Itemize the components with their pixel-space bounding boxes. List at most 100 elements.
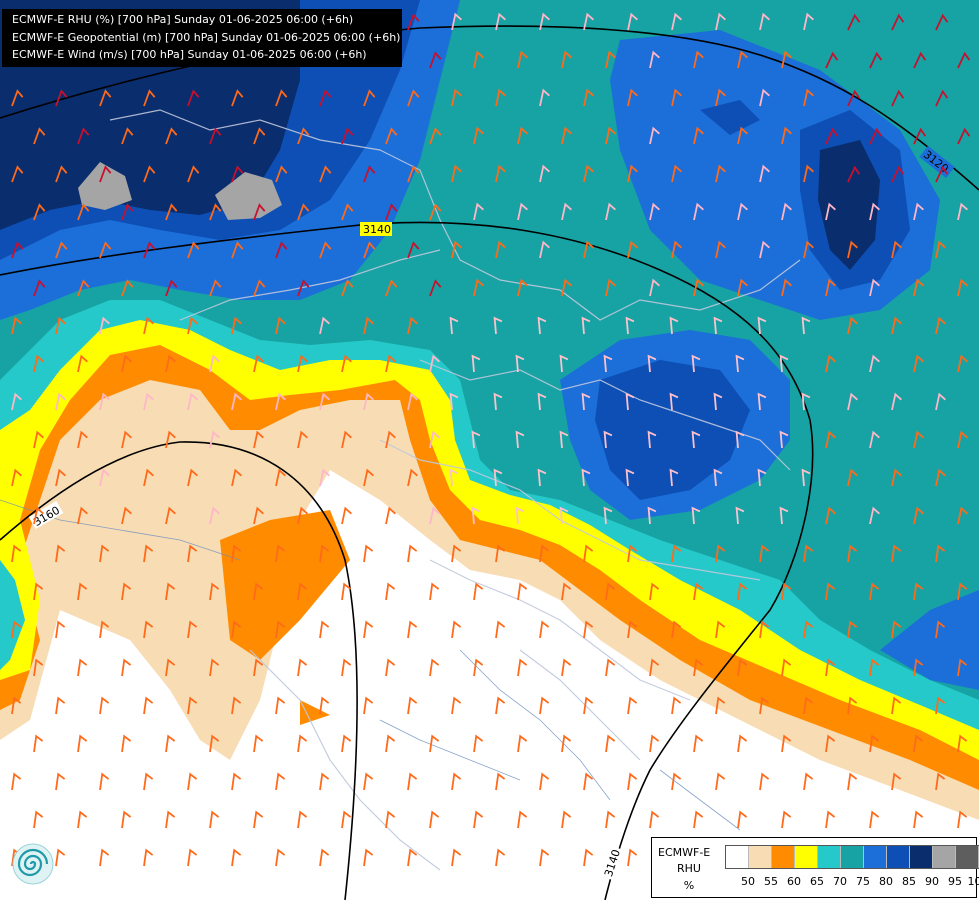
wind-barb xyxy=(297,127,310,145)
title-box: ECMWF-E RHU (%) [700 hPa] Sunday 01-06-2… xyxy=(2,9,402,67)
wind-barb xyxy=(913,202,924,221)
wind-barb xyxy=(319,241,332,259)
wind-barb xyxy=(187,848,198,867)
wind-barb xyxy=(363,316,374,335)
wind-barb xyxy=(869,658,880,677)
wind-barb xyxy=(143,620,154,639)
wind-barb xyxy=(581,316,591,335)
wind-barb xyxy=(253,279,266,297)
wind-barb xyxy=(781,278,792,297)
wind-barb xyxy=(451,696,462,715)
wind-barb xyxy=(275,696,286,715)
wind-barb xyxy=(143,241,156,259)
wind-barb xyxy=(693,278,704,297)
wind-barb xyxy=(449,468,459,487)
wind-barb xyxy=(231,696,242,715)
wind-barb xyxy=(847,165,861,183)
wind-barb xyxy=(801,392,811,411)
wind-barb xyxy=(363,696,374,715)
wind-barb xyxy=(33,582,44,601)
wind-barb xyxy=(935,468,946,487)
wind-barb xyxy=(385,430,396,449)
wind-barb xyxy=(407,392,418,411)
wind-barb xyxy=(253,658,264,677)
wind-barb xyxy=(627,696,638,715)
legend-tick-label: 70 xyxy=(833,875,847,888)
wind-barb xyxy=(11,620,22,639)
wind-barb xyxy=(473,278,484,297)
wind-barb xyxy=(779,506,789,525)
wind-barb xyxy=(99,848,110,867)
wind-barb xyxy=(693,658,704,677)
wind-barb xyxy=(583,772,594,791)
wind-barb xyxy=(605,50,616,69)
wind-barb xyxy=(891,316,902,335)
wind-barb xyxy=(803,240,814,259)
wind-barb xyxy=(647,430,657,449)
wind-barb xyxy=(33,127,46,145)
wind-barb xyxy=(781,202,792,221)
wind-barb xyxy=(627,772,638,791)
wind-barb xyxy=(385,582,396,601)
wind-barb xyxy=(691,430,701,449)
wind-barb xyxy=(363,89,376,107)
wind-barb xyxy=(891,165,905,183)
wind-barb xyxy=(253,430,264,449)
wind-barb xyxy=(669,316,679,335)
wind-barb xyxy=(275,316,286,335)
wind-barb xyxy=(55,316,66,335)
wind-barb xyxy=(33,279,46,297)
wind-barb xyxy=(603,430,613,449)
wind-barb xyxy=(429,51,442,69)
wind-barb xyxy=(759,12,770,31)
wind-barb xyxy=(715,772,726,791)
wind-barb xyxy=(801,468,811,487)
wind-barb xyxy=(583,240,594,259)
wind-barb xyxy=(539,544,550,563)
wind-barb xyxy=(341,734,352,753)
wind-barb xyxy=(869,354,880,373)
wind-barb xyxy=(121,658,132,677)
wind-barb xyxy=(297,582,308,601)
wind-barb xyxy=(913,582,924,601)
wind-barb xyxy=(99,316,110,335)
wind-barb xyxy=(429,734,440,753)
wind-barb xyxy=(165,127,178,145)
wind-barb xyxy=(517,658,528,677)
wind-barb xyxy=(803,620,814,639)
legend-unit: % xyxy=(683,879,695,892)
wind-barb xyxy=(253,354,264,373)
wind-barb xyxy=(847,468,858,487)
wind-barb xyxy=(385,279,398,297)
wind-barb xyxy=(803,772,814,791)
wind-barb xyxy=(143,316,154,335)
wind-barb xyxy=(735,506,745,525)
wind-barb xyxy=(143,696,154,715)
wind-barb xyxy=(121,430,132,449)
wind-barb xyxy=(55,696,66,715)
wind-barb xyxy=(275,392,286,411)
legend-tick-label: 65 xyxy=(810,875,824,888)
wind-barb xyxy=(209,658,220,677)
wind-barb xyxy=(341,658,352,677)
legend-tick-label: 90 xyxy=(925,875,939,888)
wind-barb xyxy=(319,544,330,563)
wind-barb xyxy=(759,772,770,791)
wind-barb xyxy=(891,544,902,563)
wind-barb xyxy=(693,50,704,69)
wind-barb xyxy=(649,202,660,221)
legend-swatch xyxy=(749,846,772,868)
wind-barb xyxy=(715,620,726,639)
wind-barb xyxy=(407,241,420,259)
wind-barb xyxy=(847,13,861,31)
legend-tick-label: 75 xyxy=(856,875,870,888)
wind-barb xyxy=(539,696,550,715)
legend-tick-label: 100 xyxy=(967,875,979,888)
wind-barb xyxy=(33,734,44,753)
wind-barb xyxy=(869,51,883,69)
wind-barb xyxy=(187,468,198,487)
wind-barb xyxy=(341,354,352,373)
wind-barb xyxy=(231,89,244,107)
wind-barb xyxy=(539,772,550,791)
wind-barb xyxy=(561,50,572,69)
